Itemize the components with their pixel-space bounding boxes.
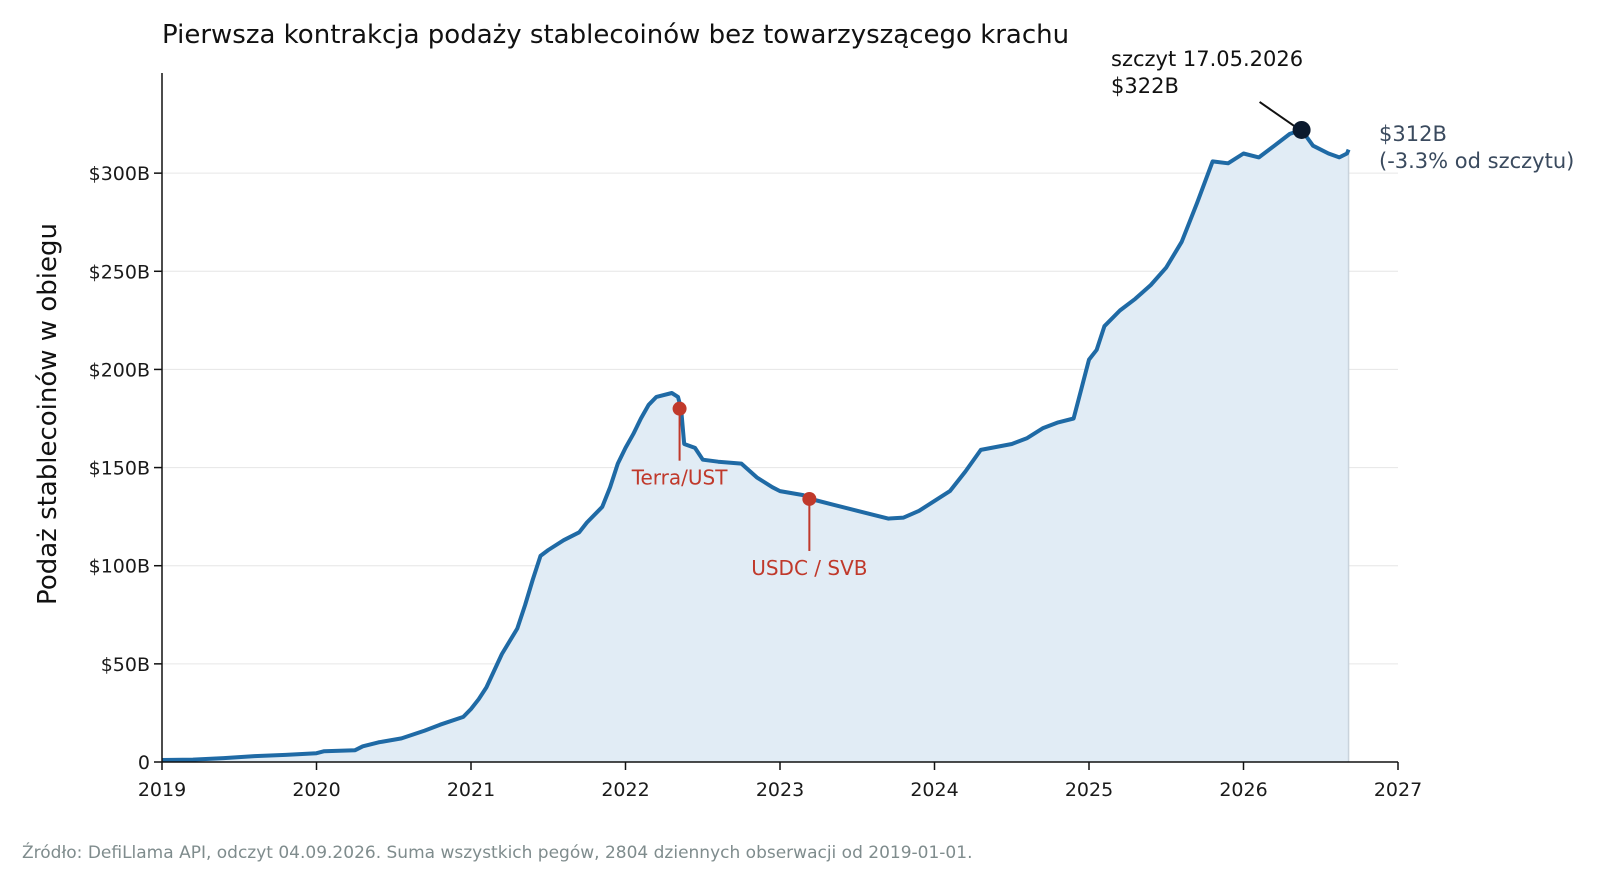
x-axis-ticks: 2019 2020 2021 2022 2023 2024 2025 2026 2027 [138, 762, 1422, 801]
last-value-label: $312B [1379, 122, 1447, 146]
terra-event-label: Terra/UST [631, 466, 729, 490]
x-tick-label: 2027 [1374, 779, 1422, 801]
y-tick-label: $50B [101, 654, 150, 676]
annotations: Terra/UST USDC / SVB szczyt 17.05.2026 $322… [631, 47, 1575, 580]
x-tick-label: 2019 [138, 779, 186, 801]
y-tick-label: $100B [89, 556, 150, 578]
y-axis-label: Podaż stablecoinów w obiegu [33, 223, 63, 605]
usdc-event-marker [802, 491, 817, 506]
terra-event-marker [672, 401, 687, 416]
source-note: Źródło: DefiLlama API, odczyt 04.09.2026… [22, 841, 972, 863]
peak-label-date: szczyt 17.05.2026 [1111, 47, 1303, 71]
y-tick-label: $200B [89, 359, 150, 381]
supply-area-fill [162, 130, 1349, 762]
chart-title: Pierwsza kontrakcja podaży stablecoinów … [162, 20, 1069, 50]
x-tick-label: 2025 [1065, 779, 1113, 801]
x-tick-label: 2024 [910, 779, 958, 801]
y-tick-label: 0 [138, 752, 150, 774]
last-value-change-label: (-3.3% od szczytu) [1379, 149, 1574, 173]
y-tick-label: $150B [89, 458, 150, 480]
x-tick-label: 2023 [756, 779, 804, 801]
peak-label-value: $322B [1111, 74, 1179, 98]
x-tick-label: 2022 [601, 779, 649, 801]
usdc-event-label: USDC / SVB [751, 556, 867, 580]
y-tick-label: $250B [89, 261, 150, 283]
peak-leader-line [1259, 101, 1297, 128]
peak-marker [1292, 120, 1311, 139]
y-axis-ticks: 0 $50B $100B $150B $200B $250B $300B [89, 163, 162, 774]
x-tick-label: 2026 [1219, 779, 1267, 801]
x-tick-label: 2021 [447, 779, 495, 801]
x-tick-label: 2020 [292, 779, 340, 801]
y-tick-label: $300B [89, 163, 150, 185]
supply-series-line [161, 128, 1351, 762]
